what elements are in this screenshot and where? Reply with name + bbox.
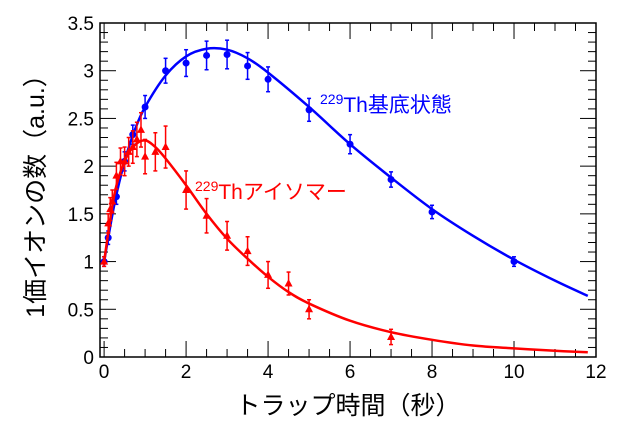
y-tick-label: 2 bbox=[83, 157, 94, 178]
data-point bbox=[141, 152, 150, 160]
x-tick-label: 6 bbox=[345, 362, 356, 383]
data-point bbox=[120, 156, 129, 165]
data-point bbox=[112, 171, 121, 179]
y-tick-label: 0.5 bbox=[68, 300, 94, 321]
data-point bbox=[284, 279, 293, 287]
data-point bbox=[244, 62, 252, 70]
data-point bbox=[223, 50, 231, 58]
y-tick-label: 2.5 bbox=[68, 109, 94, 130]
data-point bbox=[203, 51, 211, 59]
x-tick-label: 8 bbox=[427, 362, 438, 383]
x-tick-label: 4 bbox=[263, 362, 274, 383]
data-point bbox=[264, 270, 273, 278]
data-point bbox=[162, 67, 170, 75]
data-point bbox=[141, 103, 149, 111]
data-point bbox=[264, 75, 272, 83]
data-point bbox=[346, 140, 354, 148]
y-tick-label: 1.5 bbox=[68, 205, 94, 226]
data-point bbox=[510, 258, 518, 266]
x-axis-label: トラップ時間（秒） bbox=[235, 392, 460, 420]
data-point bbox=[223, 231, 232, 239]
y-tick-label: 0 bbox=[83, 348, 94, 369]
data-point bbox=[124, 147, 133, 155]
fit-curve-1 bbox=[102, 139, 588, 354]
x-tick-label: 2 bbox=[181, 362, 192, 383]
plot-area bbox=[100, 39, 589, 354]
x-tick-label: 10 bbox=[503, 362, 524, 383]
y-tick-label: 3.5 bbox=[68, 14, 94, 35]
data-point bbox=[182, 185, 191, 193]
data-point bbox=[128, 142, 137, 151]
data-point bbox=[182, 59, 190, 67]
data-point bbox=[151, 147, 160, 155]
data-point bbox=[104, 218, 113, 227]
y-axis-label: 1価イオンの数（a.u.） bbox=[22, 62, 50, 318]
axes: 0 0.5 1 1.5 2 2.5 3 3.5 0 2 4 6 8 10 12 bbox=[68, 14, 607, 383]
data-point bbox=[202, 211, 211, 219]
plot-frame bbox=[99, 22, 597, 358]
x-tick-label: 0 bbox=[99, 362, 110, 383]
data-point bbox=[387, 176, 395, 184]
data-point bbox=[428, 208, 436, 216]
y-tick-label: 3 bbox=[83, 62, 94, 83]
y-tick-label: 1 bbox=[83, 253, 94, 274]
data-point bbox=[100, 257, 109, 265]
data-point bbox=[305, 304, 314, 313]
series-label-isomer: 229Thアイソマー bbox=[195, 178, 347, 204]
data-point bbox=[132, 134, 141, 143]
data-point bbox=[136, 125, 145, 133]
data-point bbox=[108, 196, 117, 205]
data-point bbox=[387, 332, 396, 340]
data-point bbox=[305, 106, 313, 114]
data-point bbox=[161, 142, 170, 151]
data-point bbox=[243, 246, 252, 255]
x-tick-label: 12 bbox=[585, 362, 606, 383]
series-label-ground: 229Th基底状態 bbox=[320, 91, 452, 117]
